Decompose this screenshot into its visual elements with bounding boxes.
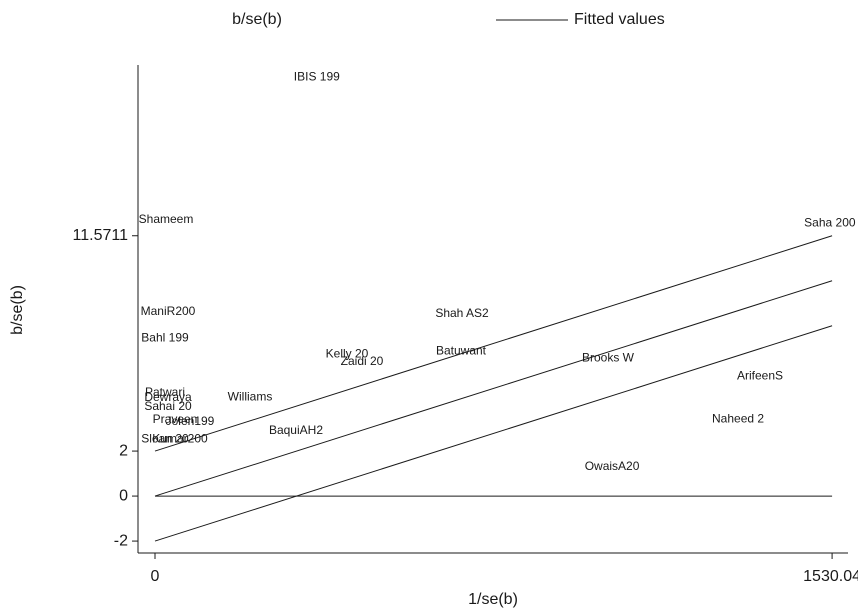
- point-label: Sloan 20: [141, 431, 189, 445]
- point-label: Jolen199: [166, 414, 215, 428]
- point-label: Praveen: [153, 412, 198, 426]
- point-label: IBIS 199: [294, 69, 340, 83]
- y-axis-label: b/se(b): [9, 285, 26, 335]
- reference-line: [154, 235, 833, 452]
- point-label: ManiR200: [141, 304, 196, 318]
- point-label: Sahai 20: [144, 399, 192, 413]
- point-label: Batuwant: [436, 343, 487, 357]
- point-label: Shah AS2: [435, 306, 489, 320]
- point-label: Patwari: [145, 385, 185, 399]
- y-tick-label: 2: [119, 442, 128, 459]
- point-label: Naheed 2: [712, 411, 764, 425]
- reference-line: [154, 325, 833, 542]
- y-tick-label: 0: [119, 487, 128, 504]
- x-tick-label: 1530.04: [803, 568, 858, 585]
- fitted-line: [154, 280, 833, 497]
- point-label: Zaidi 20: [341, 354, 384, 368]
- x-axis-label: 1/se(b): [468, 591, 518, 608]
- x-tick-label: 0: [151, 568, 160, 585]
- point-label: Kumar200: [152, 431, 208, 445]
- point-label: ArifeenS: [737, 368, 783, 382]
- point-label: Dewraya: [144, 390, 192, 404]
- point-label: Shameem: [139, 212, 194, 226]
- legend-label: b/se(b): [232, 11, 282, 28]
- point-label: Williams: [228, 389, 273, 403]
- point-label: Kelly 20: [326, 346, 369, 360]
- legend-label: Fitted values: [574, 11, 665, 28]
- point-label: BaquiAH2: [269, 423, 323, 437]
- point-label: OwaisA20: [585, 459, 640, 473]
- y-tick-label: -2: [114, 532, 128, 549]
- point-label: Saha 200: [804, 215, 856, 229]
- y-tick-label: 11.5711: [73, 227, 129, 244]
- point-label: Bahl 199: [141, 330, 189, 344]
- point-label: Brooks W: [582, 350, 635, 364]
